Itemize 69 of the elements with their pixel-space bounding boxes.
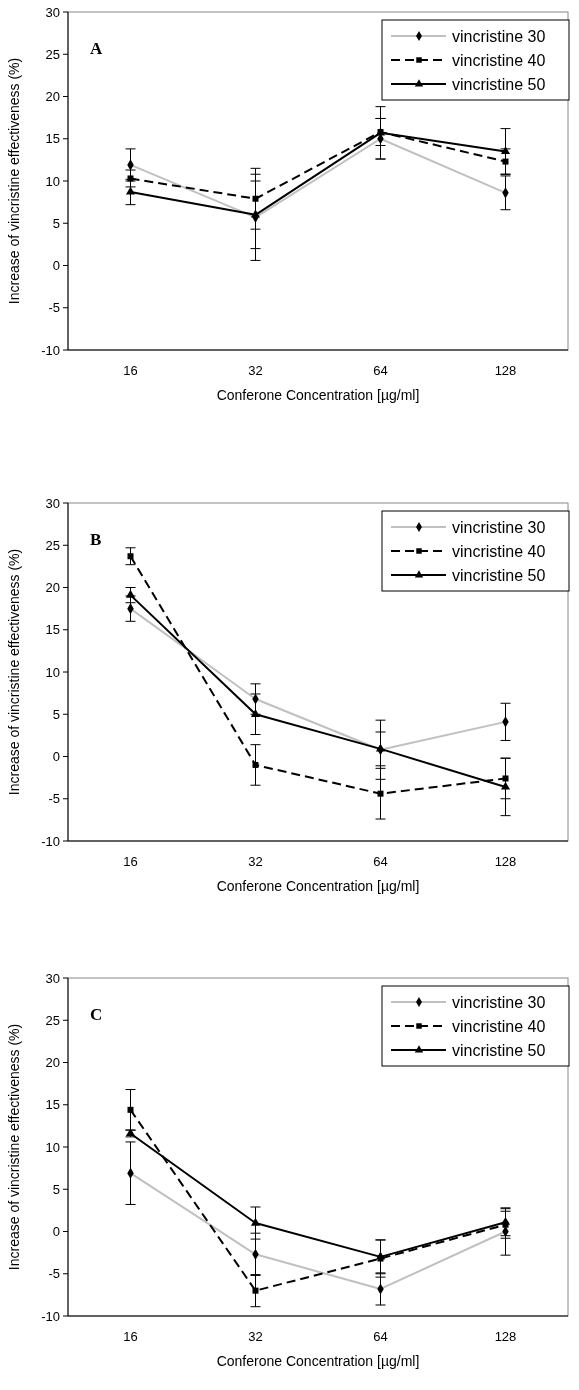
x-tick-label: 128 bbox=[494, 363, 517, 378]
x-tick-label: 32 bbox=[248, 1329, 263, 1344]
y-tick-label: -10 bbox=[41, 342, 60, 358]
y-tick-label: 10 bbox=[45, 664, 60, 680]
y-axis-title: Increase of vincristine effectiveness (%) bbox=[6, 548, 22, 796]
y-tick-label: -5 bbox=[48, 791, 60, 807]
x-tick-label: 16 bbox=[123, 363, 138, 378]
y-tick-label: 5 bbox=[52, 706, 60, 722]
y-tick-label: 15 bbox=[45, 1097, 60, 1113]
y-tick-label: 25 bbox=[45, 537, 60, 553]
point bbox=[252, 1287, 259, 1294]
legend-label: vincristine 30 bbox=[452, 518, 546, 536]
y-tick-label: 15 bbox=[45, 622, 60, 638]
y-tick-label: 30 bbox=[45, 4, 60, 20]
legend-label: vincristine 40 bbox=[452, 542, 546, 560]
y-tick-label: -10 bbox=[41, 833, 60, 849]
y-tick-label: 25 bbox=[45, 46, 60, 62]
point bbox=[377, 790, 384, 797]
y-tick-label: -5 bbox=[48, 300, 60, 316]
text: A bbox=[90, 39, 103, 58]
y-axis-title: Increase of vincristine effectiveness (%) bbox=[6, 1023, 22, 1271]
x-tick-label: 16 bbox=[123, 1329, 138, 1344]
point bbox=[250, 1217, 261, 1226]
x-axis-title: Conferone Concentration [µg/ml] bbox=[216, 878, 420, 894]
y-tick-label: -5 bbox=[48, 1266, 60, 1282]
legend-label: vincristine 30 bbox=[452, 27, 546, 45]
x-tick-label: 32 bbox=[248, 363, 263, 378]
x-tick-label: 16 bbox=[123, 854, 138, 869]
point bbox=[125, 186, 136, 195]
legend-label: vincristine 40 bbox=[452, 1017, 546, 1035]
y-tick-label: 0 bbox=[52, 258, 60, 274]
point bbox=[127, 1106, 134, 1113]
legend-label: vincristine 50 bbox=[452, 566, 546, 584]
point bbox=[500, 146, 511, 155]
y-tick-label: 0 bbox=[52, 1224, 60, 1240]
x-axis-title: Conferone Concentration [µg/ml] bbox=[216, 387, 420, 403]
x-tick-label: 32 bbox=[248, 854, 263, 869]
legend-label: vincristine 40 bbox=[452, 51, 546, 69]
y-tick-label: 5 bbox=[52, 215, 60, 231]
y-tick-label: 10 bbox=[45, 1139, 60, 1155]
x-axis-title: Conferone Concentration [µg/ml] bbox=[216, 1353, 420, 1369]
point bbox=[252, 761, 259, 768]
legend-label: vincristine 50 bbox=[452, 1041, 546, 1059]
y-tick-label: 0 bbox=[52, 749, 60, 765]
y-tick-label: 25 bbox=[45, 1012, 60, 1028]
x-tick-label: 128 bbox=[494, 854, 517, 869]
x-tick-label: 128 bbox=[494, 1329, 517, 1344]
y-tick-label: 5 bbox=[52, 1181, 60, 1197]
text: B bbox=[90, 530, 102, 549]
x-tick-label: 64 bbox=[373, 1329, 388, 1344]
point bbox=[375, 743, 386, 752]
y-tick-label: 10 bbox=[45, 173, 60, 189]
legend-label: vincristine 50 bbox=[452, 75, 546, 93]
y-tick-label: 30 bbox=[45, 970, 60, 986]
y-tick-label: 20 bbox=[45, 1055, 60, 1071]
point bbox=[250, 209, 261, 218]
x-tick-label: 64 bbox=[373, 363, 388, 378]
legend-label: vincristine 30 bbox=[452, 993, 546, 1011]
y-tick-label: 20 bbox=[45, 580, 60, 596]
y-tick-label: 15 bbox=[45, 131, 60, 147]
y-tick-label: 20 bbox=[45, 89, 60, 105]
y-axis-title: Increase of vincristine effectiveness (%) bbox=[6, 57, 22, 305]
y-tick-label: -10 bbox=[41, 1308, 60, 1324]
point bbox=[127, 553, 134, 560]
x-tick-label: 64 bbox=[373, 854, 388, 869]
text: C bbox=[90, 1005, 103, 1024]
y-tick-label: 30 bbox=[45, 495, 60, 511]
point bbox=[500, 781, 511, 790]
point bbox=[125, 589, 136, 598]
